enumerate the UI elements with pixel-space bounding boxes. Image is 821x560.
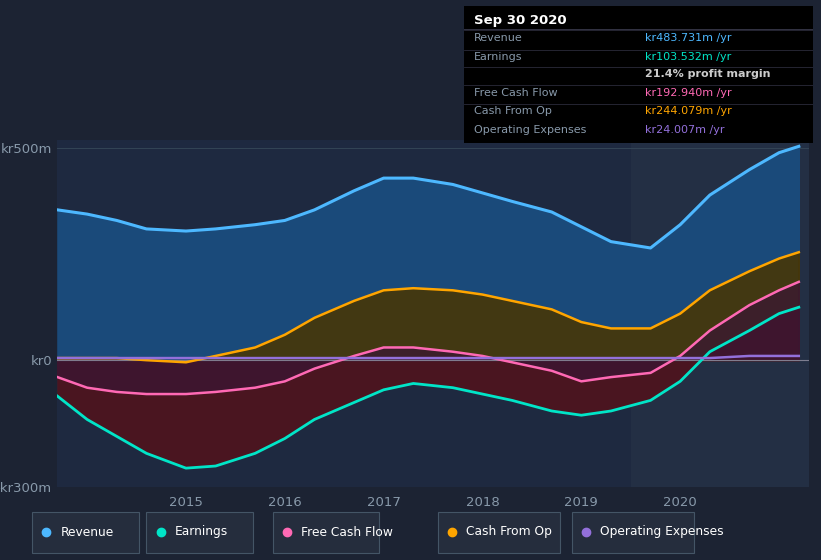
FancyBboxPatch shape — [572, 512, 695, 553]
FancyBboxPatch shape — [438, 512, 560, 553]
FancyBboxPatch shape — [273, 512, 379, 553]
Text: kr24.007m /yr: kr24.007m /yr — [645, 125, 725, 135]
Text: Revenue: Revenue — [475, 33, 523, 43]
Text: kr483.731m /yr: kr483.731m /yr — [645, 33, 732, 43]
Text: Sep 30 2020: Sep 30 2020 — [475, 14, 567, 27]
Bar — [631, 140, 809, 487]
Text: 21.4% profit margin: 21.4% profit margin — [645, 69, 771, 80]
Text: Earnings: Earnings — [475, 52, 523, 62]
Text: Free Cash Flow: Free Cash Flow — [475, 88, 558, 98]
FancyBboxPatch shape — [32, 512, 139, 553]
Text: Cash From Op: Cash From Op — [466, 525, 553, 539]
Text: Revenue: Revenue — [61, 525, 114, 539]
Text: kr244.079m /yr: kr244.079m /yr — [645, 106, 732, 116]
Text: kr103.532m /yr: kr103.532m /yr — [645, 52, 732, 62]
Text: kr192.940m /yr: kr192.940m /yr — [645, 88, 732, 98]
Text: Operating Expenses: Operating Expenses — [600, 525, 724, 539]
FancyBboxPatch shape — [146, 512, 253, 553]
Text: Operating Expenses: Operating Expenses — [475, 125, 587, 135]
Text: Earnings: Earnings — [175, 525, 228, 539]
Text: Free Cash Flow: Free Cash Flow — [301, 525, 392, 539]
Text: Cash From Op: Cash From Op — [475, 106, 553, 116]
